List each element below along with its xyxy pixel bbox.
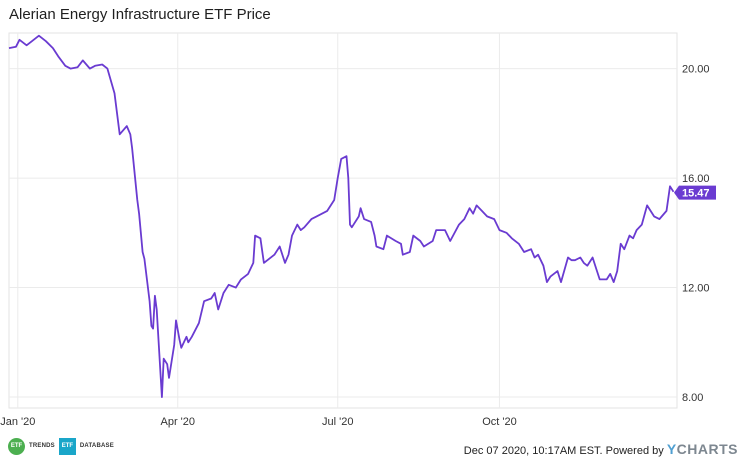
- x-tick-label: Jan '20: [0, 416, 35, 428]
- ycharts-logo-text: CHARTS: [676, 441, 738, 457]
- ycharts-logo-y: Y: [666, 441, 677, 457]
- etf-database-logo-label: DATABASE: [79, 443, 114, 449]
- y-tick-label: 20.00: [682, 64, 710, 76]
- last-value-badge: [674, 185, 716, 200]
- footer-logos: ETF TRENDS ETF DATABASE: [8, 437, 114, 455]
- etf-trends-logo-icon: ETF: [8, 437, 25, 455]
- timestamp-text: Dec 07 2020, 10:17AM EST. Powered by: [463, 445, 667, 457]
- x-tick-label: Oct '20: [482, 416, 517, 428]
- etf-database-logo-icon: ETF: [58, 437, 76, 455]
- etf-trends-logo-label: TRENDS: [29, 443, 55, 449]
- chart-title: Alerian Energy Infrastructure ETF Price: [9, 6, 271, 23]
- y-tick-label: 8.00: [682, 392, 703, 404]
- y-tick-label: 12.00: [682, 283, 710, 295]
- x-tick-label: Apr '20: [161, 416, 196, 428]
- footer-attribution: Dec 07 2020, 10:17AM EST. Powered by YCH…: [464, 441, 738, 457]
- plot-frame: [8, 32, 678, 409]
- ycharts-logo: YCHARTS: [667, 441, 738, 457]
- last-value-label: 15.47: [682, 188, 710, 200]
- x-tick-label: Jul '20: [322, 416, 353, 428]
- y-tick-label: 16.00: [682, 173, 710, 185]
- price-series-line: [8, 34, 675, 398]
